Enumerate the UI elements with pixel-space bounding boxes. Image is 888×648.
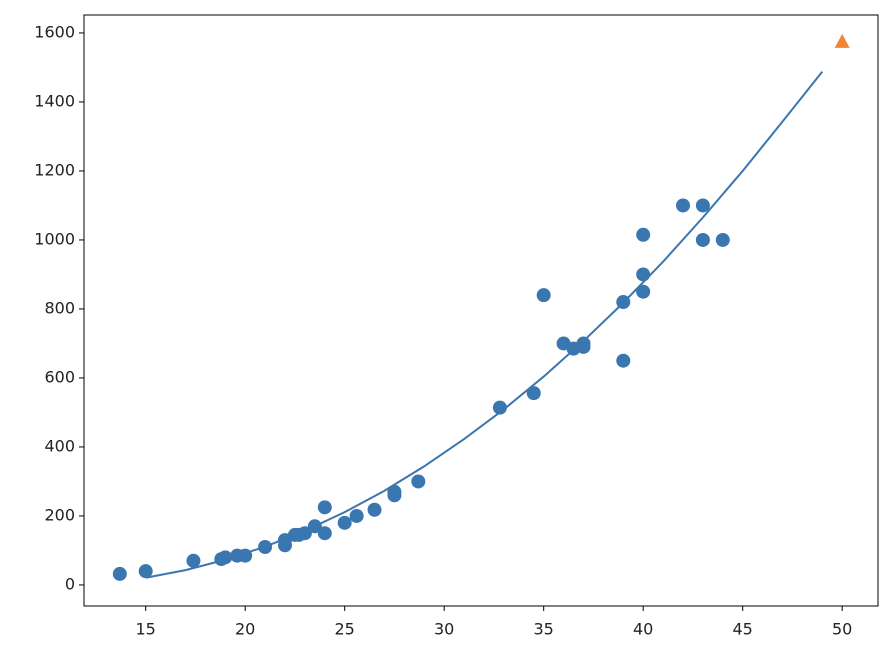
x-tick-label: 15	[136, 620, 156, 639]
y-tick-label: 400	[44, 436, 75, 455]
data-point	[367, 502, 382, 517]
data-point	[695, 198, 710, 213]
data-point	[411, 474, 426, 489]
data-point	[349, 508, 364, 523]
y-tick-label: 600	[44, 367, 75, 386]
y-tick-label: 1400	[34, 91, 75, 110]
data-point	[636, 284, 651, 299]
x-tick-label: 35	[534, 620, 554, 639]
y-tick-label: 1000	[34, 229, 75, 248]
data-point	[616, 353, 631, 368]
predicted-point	[834, 33, 850, 48]
y-tick-label: 1600	[34, 22, 75, 41]
x-tick-label: 20	[235, 620, 255, 639]
data-point	[138, 564, 153, 579]
data-point	[492, 400, 507, 415]
y-tick-label: 800	[44, 298, 75, 317]
data-point	[337, 515, 352, 530]
data-point	[715, 232, 730, 247]
data-point	[695, 232, 710, 247]
data-point	[112, 566, 127, 581]
y-tick-label: 0	[65, 574, 75, 593]
data-point	[526, 386, 541, 401]
plot-frame	[83, 14, 879, 607]
x-tick-label: 25	[335, 620, 355, 639]
data-point	[317, 526, 332, 541]
data-point	[186, 553, 201, 568]
x-tick-label: 40	[633, 620, 653, 639]
x-tick-label: 45	[733, 620, 753, 639]
y-tick-label: 200	[44, 505, 75, 524]
data-point	[636, 267, 651, 282]
data-point	[636, 227, 651, 242]
y-tick-label: 1200	[34, 160, 75, 179]
data-point	[317, 500, 332, 515]
data-point	[536, 288, 551, 303]
data-point	[675, 198, 690, 213]
fit-curve	[145, 70, 824, 579]
x-tick-label: 30	[434, 620, 454, 639]
data-point	[387, 484, 402, 499]
x-tick-label: 50	[832, 620, 852, 639]
